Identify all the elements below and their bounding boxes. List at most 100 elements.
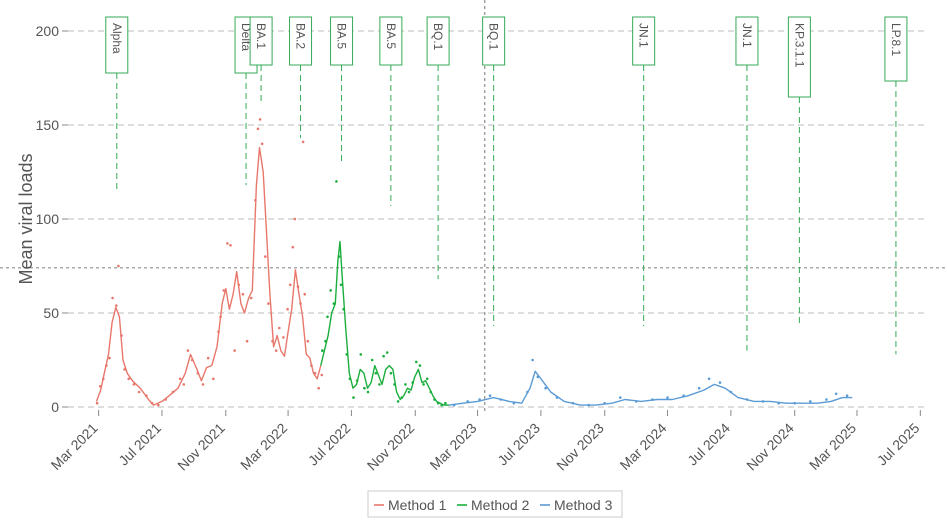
data-point (108, 356, 111, 360)
data-point (440, 403, 444, 407)
data-point (222, 289, 225, 292)
variant-label: BQ.1 (431, 23, 445, 51)
data-point (619, 396, 622, 399)
data-point (809, 400, 812, 403)
data-point (123, 368, 126, 371)
data-point (355, 379, 359, 383)
data-point (345, 353, 349, 356)
data-point (571, 401, 575, 405)
data-point (229, 244, 232, 247)
data-point (111, 296, 114, 300)
variant-label: BQ.1 (487, 23, 501, 51)
data-point (526, 390, 529, 394)
data-point (407, 390, 411, 394)
data-point (299, 302, 302, 305)
variant-box (330, 16, 354, 66)
data-point (793, 401, 796, 405)
data-point (164, 398, 167, 401)
x-tick-label: Jul 2024 (684, 420, 733, 469)
data-point (433, 398, 436, 401)
data-point (233, 349, 236, 352)
data-point (370, 358, 374, 362)
data-point (845, 394, 849, 398)
data-point (303, 292, 307, 296)
data-point (411, 381, 415, 384)
variant-label: BA.2 (294, 23, 308, 49)
x-tick-label: Jul 2021 (115, 420, 164, 469)
variant-label: LP.8.1 (889, 23, 903, 56)
data-point (342, 307, 345, 311)
variant-label: BA.1 (254, 23, 268, 49)
variant-box (379, 16, 403, 66)
series-line (95, 146, 322, 406)
data-point (293, 217, 297, 221)
data-point (531, 358, 534, 362)
variant-label: Delta (239, 23, 253, 51)
data-point (254, 198, 257, 202)
x-tick-label: Mar 2024 (617, 420, 670, 473)
data-point (271, 339, 274, 343)
data-point (237, 283, 241, 287)
data-point (226, 242, 229, 245)
y-tick-label: 200 (36, 23, 60, 39)
data-point (258, 118, 262, 121)
y-tick-label: 150 (36, 117, 60, 133)
data-point (245, 339, 249, 343)
legend: Method 1 Method 2 Method 3 (367, 490, 623, 518)
data-point (320, 373, 324, 377)
data-point (603, 401, 606, 405)
data-point (400, 396, 404, 399)
data-point (337, 255, 341, 258)
data-point (137, 390, 141, 394)
y-tick-label: 50 (43, 305, 59, 321)
data-point (348, 377, 352, 381)
data-point (249, 296, 253, 300)
series-line (320, 240, 449, 406)
variant-box (249, 16, 273, 66)
data-point (587, 403, 590, 407)
data-point (385, 351, 389, 354)
data-point (321, 349, 324, 352)
data-point (422, 383, 425, 386)
variant-box (482, 16, 506, 66)
x-tick-label: Mar 2025 (806, 420, 859, 473)
data-point (396, 400, 400, 403)
variant-box (426, 16, 450, 66)
data-point (415, 360, 418, 364)
data-point (288, 283, 292, 287)
data-point (301, 140, 305, 144)
data-point (291, 245, 295, 249)
crosshair (0, 0, 947, 412)
data-point (825, 398, 828, 401)
x-axis: Mar 2021 Jul 2021 Nov 2021 Mar 2022 Jul 2022… (48, 410, 923, 474)
variant-annotations: Alpha Delta BA.1 BA.2 BA.5 BA.5 BQ.1 BQ.1 JN.1 JN… (105, 16, 908, 355)
data-point (339, 283, 343, 287)
data-point (666, 396, 669, 399)
data-point (190, 358, 194, 362)
variant-label: JN.1 (637, 23, 651, 48)
data-point (264, 255, 267, 258)
data-point (256, 127, 260, 131)
variant-box (787, 16, 811, 98)
data-point (429, 390, 433, 394)
data-point (418, 364, 422, 367)
variant-box (632, 16, 656, 66)
variant-box (884, 16, 908, 82)
data-point (555, 396, 559, 399)
data-point (282, 336, 285, 339)
data-point (359, 353, 363, 356)
data-point (95, 401, 99, 405)
data-point (278, 326, 281, 330)
data-point (132, 383, 136, 386)
data-point (267, 302, 270, 305)
data-point (374, 371, 378, 375)
variant-box (289, 16, 313, 66)
x-tick-label: Jul 2023 (494, 420, 543, 469)
data-point (707, 377, 711, 381)
x-tick-label: Nov 2023 (553, 420, 607, 474)
data-point (102, 377, 105, 381)
data-point (150, 401, 154, 405)
y-axis-label: Mean viral loads (16, 153, 36, 284)
variant-label: BA.5 (384, 23, 398, 49)
data-point (404, 383, 407, 386)
